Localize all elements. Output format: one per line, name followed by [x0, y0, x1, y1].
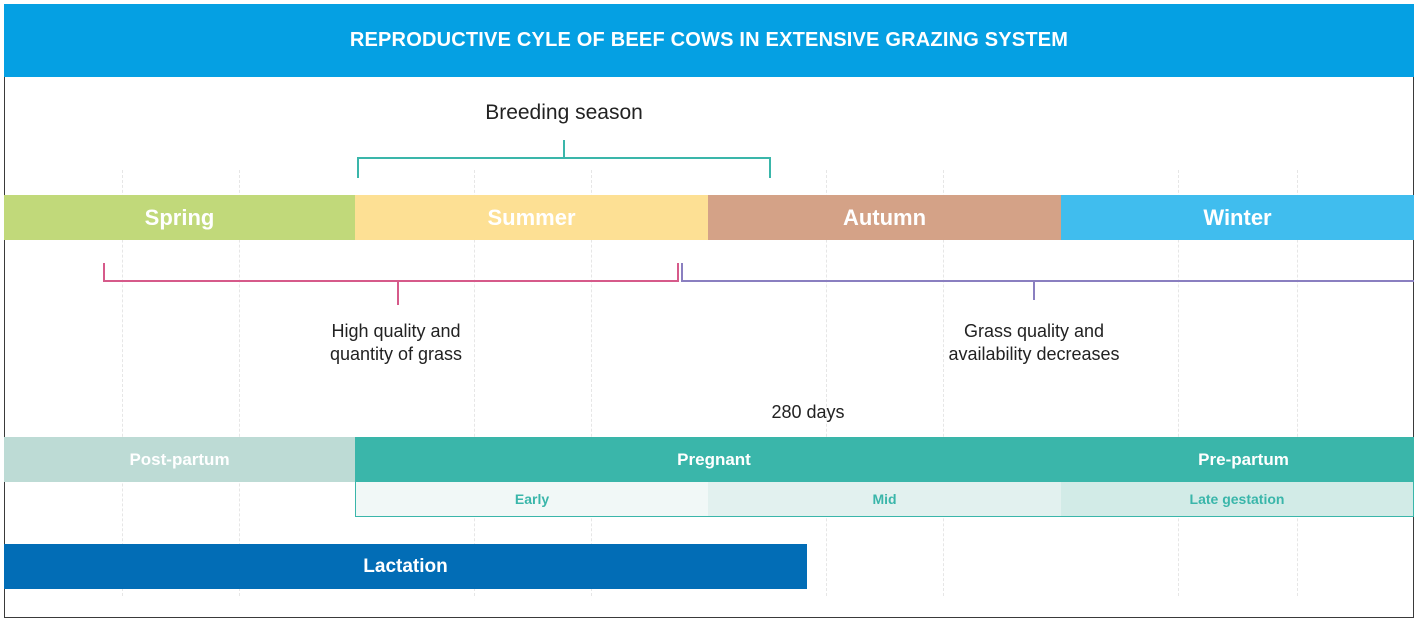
season-spring: Spring	[4, 195, 355, 240]
grid-line	[239, 170, 240, 596]
season-autumn: Autumn	[708, 195, 1061, 240]
grid-line	[1178, 170, 1179, 596]
gestation-days-label: 280 days	[771, 402, 845, 422]
grid-line	[591, 170, 592, 596]
grid-line	[474, 170, 475, 596]
grass-high-label: High quality and quantity of grass	[329, 321, 463, 364]
grid-line	[826, 170, 827, 596]
grid-line	[943, 170, 944, 596]
lactation-bar: Lactation	[4, 544, 807, 589]
breeding-season-bracket	[357, 140, 771, 178]
season-summer: Summer	[355, 195, 708, 240]
phase-mid: Mid	[708, 482, 1061, 517]
stage-pre-partum: Pre-partum	[1073, 437, 1414, 482]
phase-late-gestation: Late gestation	[1061, 482, 1414, 517]
stage-post-partum: Post-partum	[4, 437, 355, 482]
high-quality-grass-bracket	[103, 263, 679, 305]
season-winter: Winter	[1061, 195, 1414, 240]
grass-decrease-bracket	[681, 263, 1414, 300]
grid-line	[122, 170, 123, 596]
phase-early: Early	[355, 482, 708, 517]
breeding-season-label: Breeding season	[485, 101, 643, 124]
stage-pregnant: Pregnant	[355, 437, 1073, 482]
diagram-title: REPRODUCTIVE CYLE OF BEEF COWS IN EXTENS…	[4, 4, 1414, 77]
grass-decrease-label: Grass quality and availability decreases	[948, 321, 1120, 364]
grid-line	[1297, 170, 1298, 596]
